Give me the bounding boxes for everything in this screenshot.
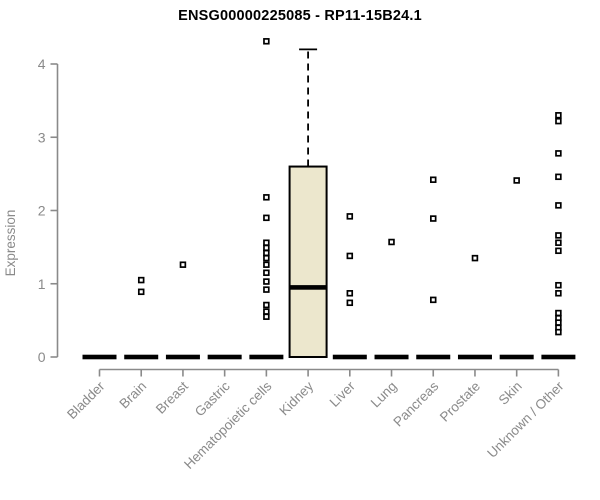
outlier-point	[263, 254, 270, 262]
outlier-point	[263, 38, 270, 45]
outlier-point	[263, 244, 270, 252]
x-tick-label: Breast	[153, 378, 191, 416]
outlier-point	[555, 247, 562, 255]
y-tick-label: 1	[38, 276, 46, 292]
outlier-point	[263, 278, 270, 285]
y-tick-label: 2	[38, 203, 46, 219]
collapsed-box	[165, 354, 200, 360]
outlier-point	[513, 177, 520, 184]
x-tick-label: Pancreas	[390, 378, 441, 429]
x-tick-label: Lung	[368, 379, 400, 411]
outlier-point	[471, 254, 479, 262]
outlier-point	[263, 214, 270, 222]
collapsed-box	[124, 354, 159, 360]
outlier-point	[137, 288, 145, 296]
box	[288, 165, 328, 358]
outlier-point	[429, 176, 437, 183]
outlier-point	[263, 301, 270, 309]
outlier-point	[555, 232, 562, 239]
collapsed-box	[457, 354, 492, 360]
outlier-point	[555, 117, 562, 125]
outlier-point	[263, 194, 270, 201]
outlier-point	[555, 173, 562, 181]
chart-title: ENSG00000225085 - RP11-15B24.1	[178, 8, 422, 24]
median-line	[289, 285, 327, 290]
outlier-point	[263, 286, 270, 293]
outlier-point	[555, 290, 562, 297]
outlier-point	[137, 276, 145, 284]
x-tick-label: Brain	[116, 379, 149, 412]
y-tick-label: 3	[38, 129, 46, 145]
outlier-point	[263, 239, 270, 246]
x-tick-label: Prostate	[437, 379, 483, 425]
collapsed-box	[374, 354, 409, 360]
collapsed-box	[249, 354, 284, 360]
collapsed-box	[416, 354, 451, 360]
outlier-point	[346, 290, 354, 297]
outlier-point	[263, 313, 270, 320]
outlier-point	[346, 299, 354, 307]
outlier-point	[263, 269, 270, 277]
collapsed-box	[541, 354, 576, 360]
collapsed-box	[207, 354, 242, 360]
collapsed-box	[82, 354, 117, 360]
collapsed-box	[499, 354, 534, 360]
x-tick-label: Liver	[327, 378, 359, 410]
outlier-point	[263, 249, 270, 257]
outlier-point	[179, 261, 187, 268]
outlier-point	[555, 281, 562, 289]
y-axis-title: Expression	[3, 210, 18, 277]
outlier-point	[555, 239, 562, 246]
collapsed-box	[332, 354, 367, 360]
outlier-point	[429, 215, 437, 222]
x-tick-label: Unknown / Other	[484, 378, 567, 461]
outlier-point	[388, 238, 395, 246]
outlier-point	[555, 150, 562, 157]
outlier-point	[555, 309, 562, 317]
outlier-point	[346, 252, 354, 260]
y-tick-label: 4	[38, 56, 46, 72]
outlier-point	[555, 328, 562, 336]
x-tick-label: Bladder	[64, 378, 108, 422]
x-tick-label: Gastric	[192, 378, 233, 419]
outlier-point	[346, 213, 354, 220]
outlier-point	[429, 296, 437, 304]
outlier-point	[263, 308, 270, 315]
y-tick-label: 0	[38, 349, 46, 365]
x-tick-label: Skin	[496, 379, 525, 408]
outlier-point	[555, 319, 562, 326]
outlier-point	[263, 261, 270, 268]
x-tick-label: Kidney	[276, 378, 316, 418]
outlier-point	[555, 112, 562, 119]
outlier-point	[555, 202, 562, 209]
